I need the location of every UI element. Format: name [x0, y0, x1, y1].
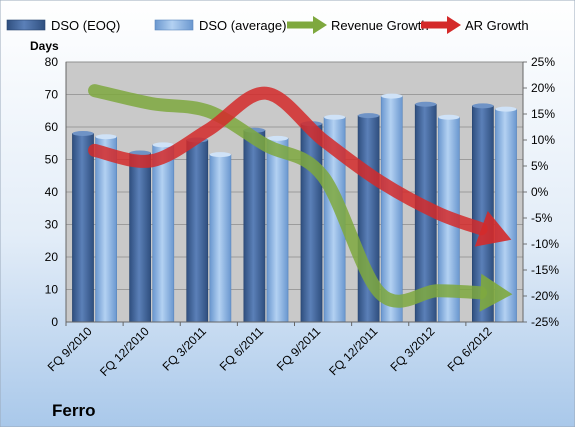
y-tick-label: 20: [45, 250, 59, 264]
y-tick-label: 70: [45, 88, 59, 102]
y-axis-label: Days: [30, 39, 59, 53]
y2-tick-label: 0%: [531, 185, 549, 199]
chart-title: Ferro: [52, 401, 95, 420]
bar-dso-average: [152, 144, 175, 323]
bar-dso-average: [380, 95, 403, 323]
bar-dso-average: [95, 136, 117, 323]
y-tick-label: 40: [45, 185, 59, 199]
bar-cap: [495, 106, 517, 112]
revenue-growth-line: [88, 84, 487, 308]
y-tick-label: 80: [45, 55, 59, 69]
bar-dso-eoq: [129, 152, 151, 323]
bar-dso-eoq: [243, 129, 266, 323]
y-tick-label: 0: [51, 315, 58, 329]
legend-label-revenue-growth: Revenue Growth: [331, 18, 429, 33]
bar-dso-average: [209, 154, 232, 323]
legend-swatch-dso-eoq: [6, 19, 46, 31]
bar-cap: [324, 114, 346, 120]
ar-growth-line: [88, 86, 488, 236]
y-tick-label: 60: [45, 120, 59, 134]
y2-tick-label: -25%: [531, 315, 559, 329]
y2-tick-label: 20%: [531, 81, 555, 95]
bar-cap: [95, 134, 117, 140]
y2-tick-label: 15%: [531, 107, 555, 121]
y-tick-label: 50: [45, 153, 59, 167]
bar-cap: [266, 135, 289, 141]
y2-tick-label: 10%: [531, 133, 555, 147]
bar-dso-average: [266, 138, 289, 323]
legend-swatch-dso-average: [154, 19, 194, 31]
y2-tick-label: -10%: [531, 237, 559, 251]
bar-cap: [415, 101, 437, 107]
y2-tick-label: -15%: [531, 263, 559, 277]
bar-cap: [209, 152, 231, 158]
bars: [72, 93, 517, 323]
bar-dso-eoq: [72, 133, 94, 323]
bar-cap: [358, 113, 380, 119]
y2-tick-label: 25%: [531, 55, 555, 69]
y2-tick-label: -5%: [531, 211, 553, 225]
ar-growth-arrowhead: [474, 210, 512, 247]
y-tick-label: 10: [45, 283, 59, 297]
legend-label-ar-growth: AR Growth: [465, 18, 529, 33]
growth-lines: [88, 84, 513, 312]
revenue-growth-arrowhead: [479, 273, 513, 312]
bar-cap: [381, 93, 403, 99]
y2-tick-label: 5%: [531, 159, 549, 173]
bar-cap: [472, 103, 494, 109]
legend-arrowhead-ar-growth: [447, 16, 461, 34]
legend-label-dso-average: DSO (average): [199, 18, 286, 33]
bar-cap: [152, 142, 174, 148]
y2-tick-label: -20%: [531, 289, 559, 303]
legend: DSO (EOQ) DSO (average) Revenue Growth AR G…: [6, 16, 529, 34]
bar-cap: [438, 114, 460, 120]
legend-label-dso-eoq: DSO (EOQ): [51, 18, 120, 33]
legend-arrowhead-revenue-growth: [313, 16, 327, 34]
bar-cap: [72, 131, 94, 136]
bar-dso-eoq: [186, 139, 209, 323]
y-tick-label: 30: [45, 218, 59, 232]
